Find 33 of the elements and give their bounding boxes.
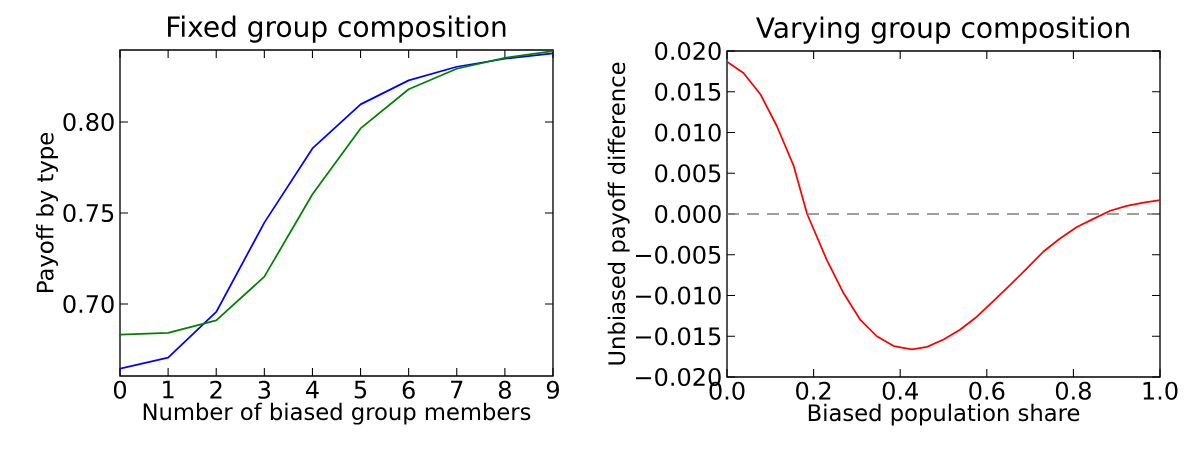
y-tick-label: 0.010 [655,123,721,142]
x-tick-label: 0.8 [1055,381,1091,400]
y-tick-label: 0.020 [655,41,721,61]
y-tick-label: 0.000 [655,204,721,224]
x-tick-label: 2 [210,380,222,399]
y-axis-title: Unbiased payoff difference [607,62,630,365]
y-tick-label: −0.015 [636,327,721,346]
x-tick-label: 5 [354,380,367,399]
y-tick-label: 0.70 [63,294,114,314]
x-tick-label: 4 [305,380,319,399]
y-tick-label: 0.75 [63,203,114,223]
y-tick-label: 0.005 [655,164,721,183]
x-tick-label: 6 [402,380,415,399]
line-series [727,60,1160,351]
y-axis-title: Payoff by type [36,133,59,292]
chart-title: Fixed group composition [168,15,506,43]
y-tick-label: −0.010 [636,286,721,305]
y-tick-label: 0.015 [655,82,721,101]
x-tick-label: 0.6 [969,381,1005,400]
x-tick-label: 0.4 [882,381,918,400]
x-tick-label: 0.2 [796,381,831,400]
x-tick-label: 1.0 [1143,381,1178,400]
y-tick-label: −0.005 [636,245,721,264]
x-tick-label: 0 [113,380,127,399]
x-axis-title: Biased population share [808,403,1080,426]
x-tick-label: 8 [498,380,511,399]
x-tick-label: 1 [163,380,174,399]
x-tick-label: 7 [451,380,463,399]
y-tick-label: 0.80 [63,112,114,132]
x-tick-label: 9 [546,380,559,399]
chart-title: Varying group composition [756,16,1129,44]
x-tick-label: 3 [258,380,271,399]
x-axis-title: Number of biased group members [143,402,531,425]
